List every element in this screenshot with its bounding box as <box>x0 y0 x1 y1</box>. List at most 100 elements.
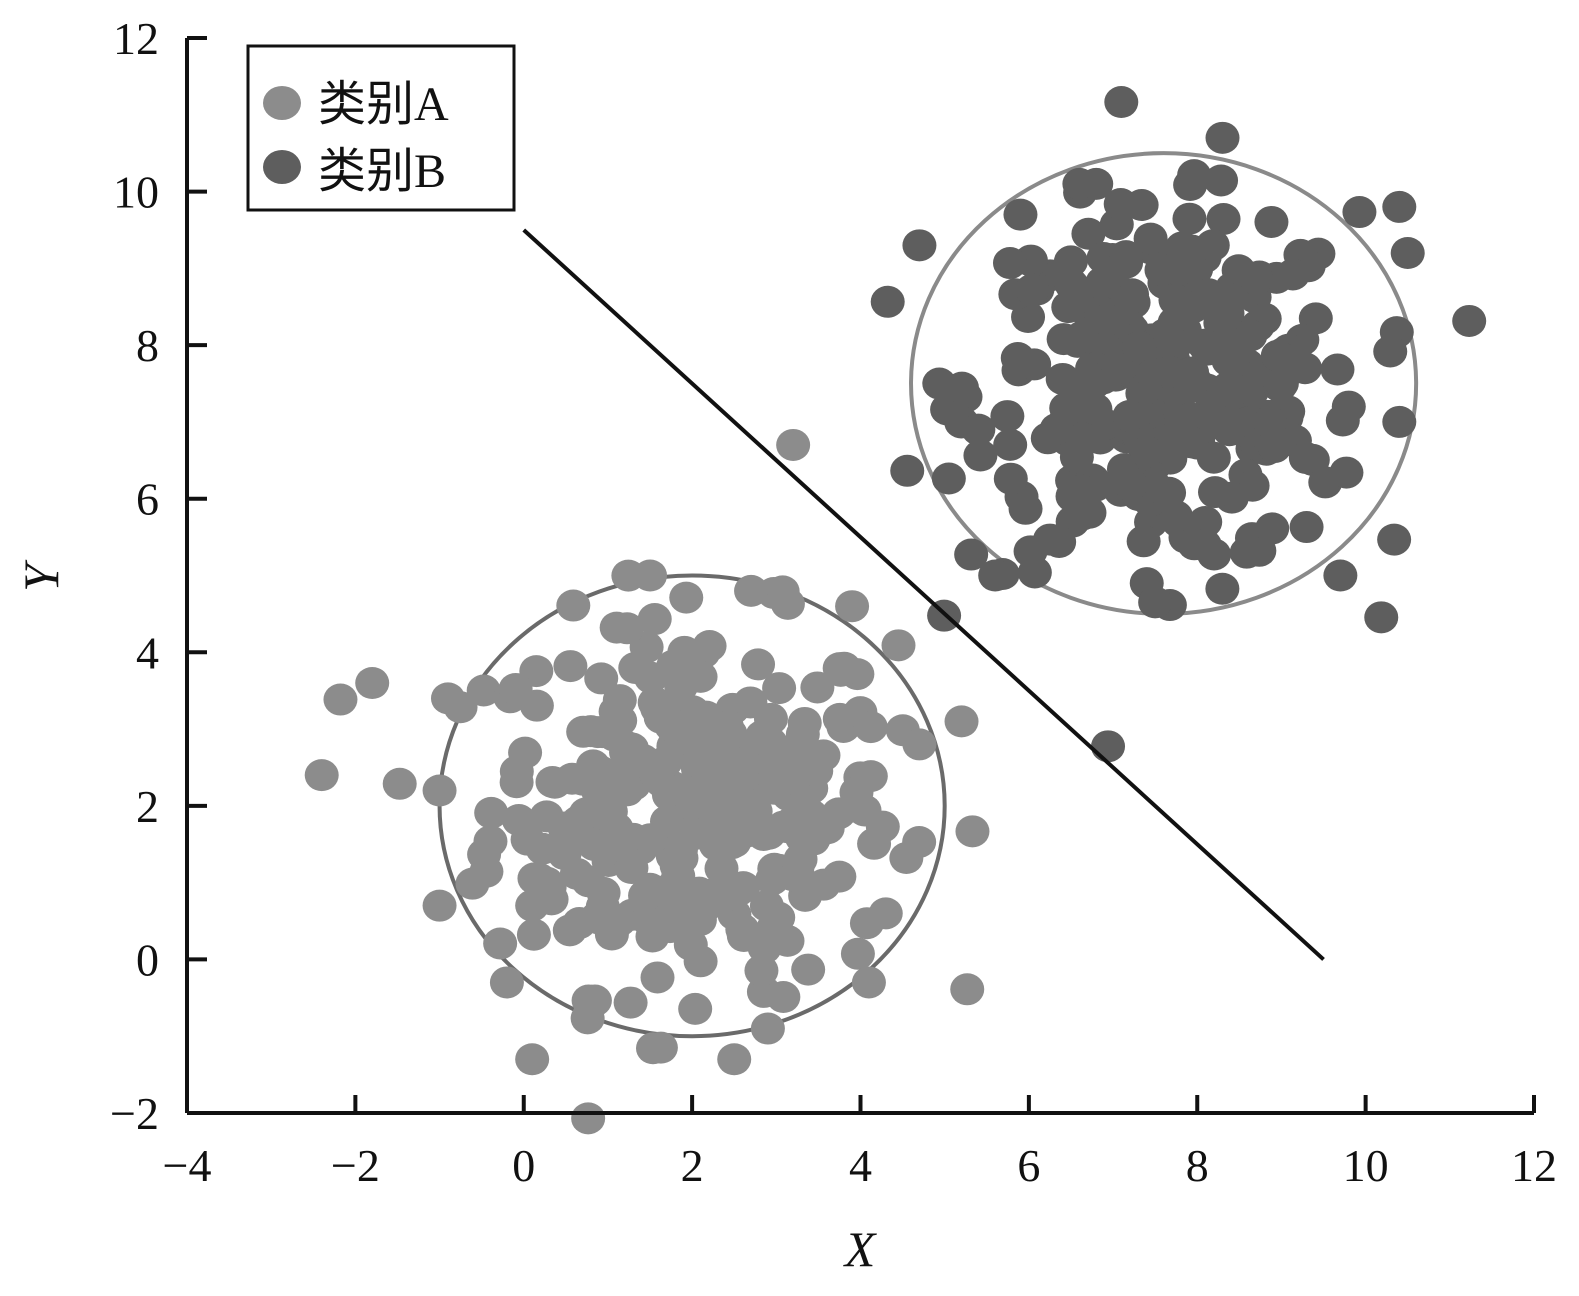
data-point <box>355 667 390 699</box>
data-point <box>568 797 603 830</box>
data-point <box>525 832 560 865</box>
series-1-points <box>870 86 1487 763</box>
data-point <box>586 876 621 909</box>
data-point <box>993 428 1028 461</box>
data-point <box>422 774 457 807</box>
data-point <box>902 825 937 858</box>
data-point <box>762 672 797 705</box>
x-tick-label: 4 <box>849 1140 872 1191</box>
x-tick-label: −4 <box>163 1140 212 1191</box>
data-point <box>775 805 810 838</box>
data-point <box>822 652 857 685</box>
legend-label-class-b: 类别B <box>318 145 446 198</box>
data-point <box>1053 245 1088 278</box>
data-point <box>1187 328 1222 361</box>
data-point <box>556 589 591 622</box>
series-0-points <box>304 428 990 1135</box>
data-point <box>430 682 465 715</box>
data-point <box>698 828 733 861</box>
data-point <box>1045 362 1080 395</box>
data-point <box>648 745 683 778</box>
data-point <box>515 1043 550 1076</box>
data-point <box>678 992 713 1025</box>
legend-label-class-a: 类别A <box>318 78 449 131</box>
data-point <box>1331 390 1366 423</box>
data-point <box>1275 258 1310 291</box>
data-point <box>835 590 870 623</box>
data-point <box>635 1032 670 1065</box>
data-point <box>1103 187 1138 220</box>
data-point <box>799 754 834 787</box>
y-tick-label: 10 <box>113 167 159 218</box>
data-point <box>1015 273 1050 306</box>
data-point <box>1364 601 1399 634</box>
data-point <box>992 247 1027 280</box>
data-point <box>1055 480 1090 513</box>
data-point <box>683 945 718 978</box>
data-point <box>1382 405 1417 438</box>
data-point <box>1289 511 1324 544</box>
data-point <box>1095 256 1130 289</box>
data-point <box>628 879 663 912</box>
data-point <box>529 800 564 833</box>
data-point <box>1091 730 1126 763</box>
data-point <box>1173 402 1208 435</box>
data-point <box>501 804 536 837</box>
data-point <box>963 439 998 472</box>
data-point <box>1089 303 1124 336</box>
data-point <box>1198 476 1233 509</box>
data-point <box>1175 291 1210 324</box>
y-tick-label: 12 <box>113 13 159 64</box>
data-point <box>1255 512 1290 545</box>
data-point <box>1377 523 1412 556</box>
data-point <box>640 961 675 994</box>
data-point <box>610 612 645 645</box>
data-point <box>784 726 819 759</box>
y-tick-label: 4 <box>136 627 159 678</box>
x-tick-label: 2 <box>681 1140 704 1191</box>
data-point <box>529 866 564 899</box>
data-point <box>741 648 776 681</box>
data-point <box>1211 344 1246 377</box>
data-point <box>978 559 1013 592</box>
data-point <box>1165 231 1200 264</box>
data-point <box>1329 456 1364 489</box>
data-point <box>769 751 804 784</box>
data-point <box>902 728 937 761</box>
data-point <box>944 371 979 404</box>
data-point <box>961 413 996 446</box>
x-tick-label: 8 <box>1186 1140 1209 1191</box>
data-point <box>304 759 339 792</box>
data-point <box>635 920 670 953</box>
data-point <box>993 462 1028 495</box>
data-point <box>682 743 717 776</box>
scatter-points <box>304 86 1487 1135</box>
data-point <box>776 428 811 461</box>
data-point <box>1153 355 1188 388</box>
legend-box <box>246 44 516 212</box>
data-point <box>602 684 637 717</box>
data-point <box>474 796 509 829</box>
data-point <box>1390 237 1425 269</box>
data-point <box>596 719 631 752</box>
data-point <box>881 629 916 662</box>
data-point <box>382 767 417 800</box>
data-point <box>868 897 903 930</box>
y-tick-label: 0 <box>136 934 159 985</box>
data-point <box>1144 253 1179 286</box>
data-point <box>515 889 550 922</box>
x-tick-label: 0 <box>512 1140 535 1191</box>
data-point <box>1122 330 1157 363</box>
data-point <box>1079 167 1114 200</box>
y-tick-label: 2 <box>136 781 159 832</box>
data-point <box>717 1043 752 1076</box>
data-point <box>890 454 925 487</box>
data-point <box>902 229 937 262</box>
x-tick-label: 12 <box>1511 1140 1557 1191</box>
data-point <box>1452 304 1487 337</box>
data-point <box>955 815 990 848</box>
data-point <box>1217 373 1252 406</box>
data-point <box>954 538 989 571</box>
data-point <box>1017 348 1052 381</box>
data-point <box>669 581 704 614</box>
